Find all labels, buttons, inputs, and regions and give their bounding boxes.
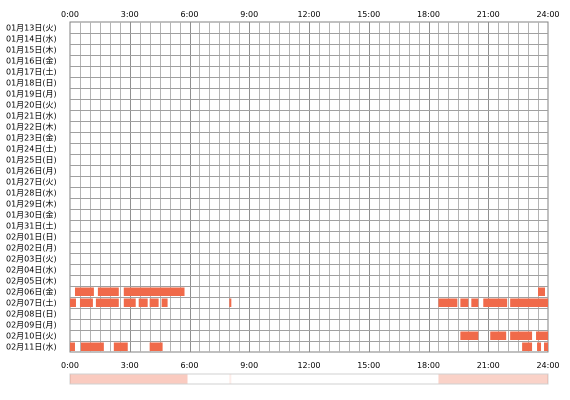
activity-segment — [70, 342, 75, 351]
row-label: 01月15日(木) — [6, 45, 57, 55]
x-tick-label-top: 18:00 — [417, 10, 440, 19]
activity-segment — [537, 342, 542, 351]
activity-segment — [74, 287, 94, 296]
activity-segment — [123, 287, 185, 296]
activity-segment — [149, 342, 163, 351]
x-tick-label-top: 9:00 — [240, 10, 258, 19]
row-label: 02月05日(木) — [6, 276, 57, 286]
row-label: 01月16日(金) — [6, 56, 57, 66]
row-label: 01月19日(月) — [6, 90, 57, 99]
activity-segment — [149, 298, 159, 307]
activity-bars — [70, 287, 548, 351]
row-label: 02月01日(日) — [6, 233, 57, 242]
x-tick-label-bottom: 18:00 — [417, 361, 440, 370]
x-tick-labels-bottom: 0:00 3:00 6:00 9:00 12:00 15:00 18:00 21:00 24:0… — [61, 361, 560, 370]
grid — [69, 21, 549, 353]
row-label: 01月23日(金) — [6, 133, 57, 143]
x-tick-label-top: 12:00 — [297, 10, 320, 19]
activity-segment — [538, 287, 546, 296]
x-tick-label-bottom: 0:00 — [61, 361, 79, 370]
row-label: 02月07日(土) — [6, 298, 57, 308]
activity-segment — [138, 298, 148, 307]
row-label: 01月13日(火) — [6, 24, 57, 33]
activity-segment — [79, 298, 93, 307]
activity-segment — [95, 298, 119, 307]
x-tick-label-top: 21:00 — [477, 10, 500, 19]
x-tick-label-bottom: 12:00 — [297, 361, 320, 370]
row-label: 01月21日(水) — [6, 111, 57, 121]
x-tick-label-bottom: 3:00 — [121, 361, 139, 370]
x-tick-label-bottom: 21:00 — [477, 361, 500, 370]
row-label: 01月25日(日) — [6, 156, 57, 165]
row-label: 02月04日(水) — [6, 265, 57, 275]
activity-segment — [161, 298, 168, 307]
row-label: 01月27日(火) — [6, 178, 57, 187]
activity-segment — [438, 298, 458, 307]
row-label: 02月10日(火) — [6, 332, 57, 341]
x-tick-label-bottom: 9:00 — [240, 361, 258, 370]
x-tick-label-top: 24:00 — [536, 10, 559, 19]
row-label: 02月11日(水) — [6, 342, 57, 352]
activity-segment — [490, 331, 507, 340]
x-tick-label-bottom: 15:00 — [357, 361, 380, 370]
activity-segment — [229, 298, 232, 307]
row-label: 02月02日(月) — [6, 244, 57, 253]
row-label: 01月26日(月) — [6, 167, 57, 176]
activity-segment — [510, 298, 548, 307]
x-tick-label-top: 0:00 — [61, 10, 79, 19]
x-tick-label-top: 6:00 — [181, 10, 199, 19]
activity-segment — [522, 342, 533, 351]
row-label: 01月30日(金) — [6, 210, 57, 220]
summary-strip-frame — [69, 373, 549, 385]
activity-segment — [471, 298, 479, 307]
activity-segment — [123, 298, 136, 307]
activity-segment — [460, 331, 479, 340]
row-label: 01月14日(水) — [6, 34, 57, 44]
row-label: 01月18日(日) — [6, 79, 57, 88]
row-label: 01月17日(土) — [6, 67, 57, 77]
row-label: 01月29日(木) — [6, 199, 57, 209]
summary-strip — [69, 373, 549, 385]
row-labels: 01月13日(火)01月14日(水)01月15日(木)01月16日(金)01月1… — [6, 24, 57, 352]
x-tick-label-bottom: 6:00 — [181, 361, 199, 370]
activity-segment — [97, 287, 119, 296]
activity-segment — [510, 331, 533, 340]
row-label: 02月06日(金) — [6, 287, 57, 297]
activity-segment — [544, 342, 548, 351]
row-label: 02月03日(火) — [6, 255, 57, 264]
summary-strip-segment — [70, 374, 188, 384]
row-label: 01月22日(木) — [6, 122, 57, 132]
x-tick-label-top: 3:00 — [121, 10, 139, 19]
activity-segment — [70, 298, 76, 307]
row-label: 02月08日(日) — [6, 310, 57, 319]
x-tick-labels-top: 0:00 3:00 6:00 9:00 12:00 15:00 18:00 21:00 24:0… — [61, 10, 560, 19]
x-tick-label-bottom: 24:00 — [536, 361, 559, 370]
activity-segment — [460, 298, 469, 307]
activity-segment — [536, 331, 548, 340]
row-label: 02月09日(月) — [6, 321, 57, 330]
row-label: 01月24日(土) — [6, 144, 57, 154]
row-label: 01月28日(水) — [6, 188, 57, 198]
row-label: 01月31日(土) — [6, 221, 57, 231]
activity-segment — [113, 342, 128, 351]
row-label: 01月20日(火) — [6, 101, 57, 110]
summary-strip-segment — [229, 374, 232, 384]
activity-segment — [483, 298, 508, 307]
x-tick-label-top: 15:00 — [357, 10, 380, 19]
summary-strip-segment — [438, 374, 548, 384]
activity-segment — [80, 342, 104, 351]
